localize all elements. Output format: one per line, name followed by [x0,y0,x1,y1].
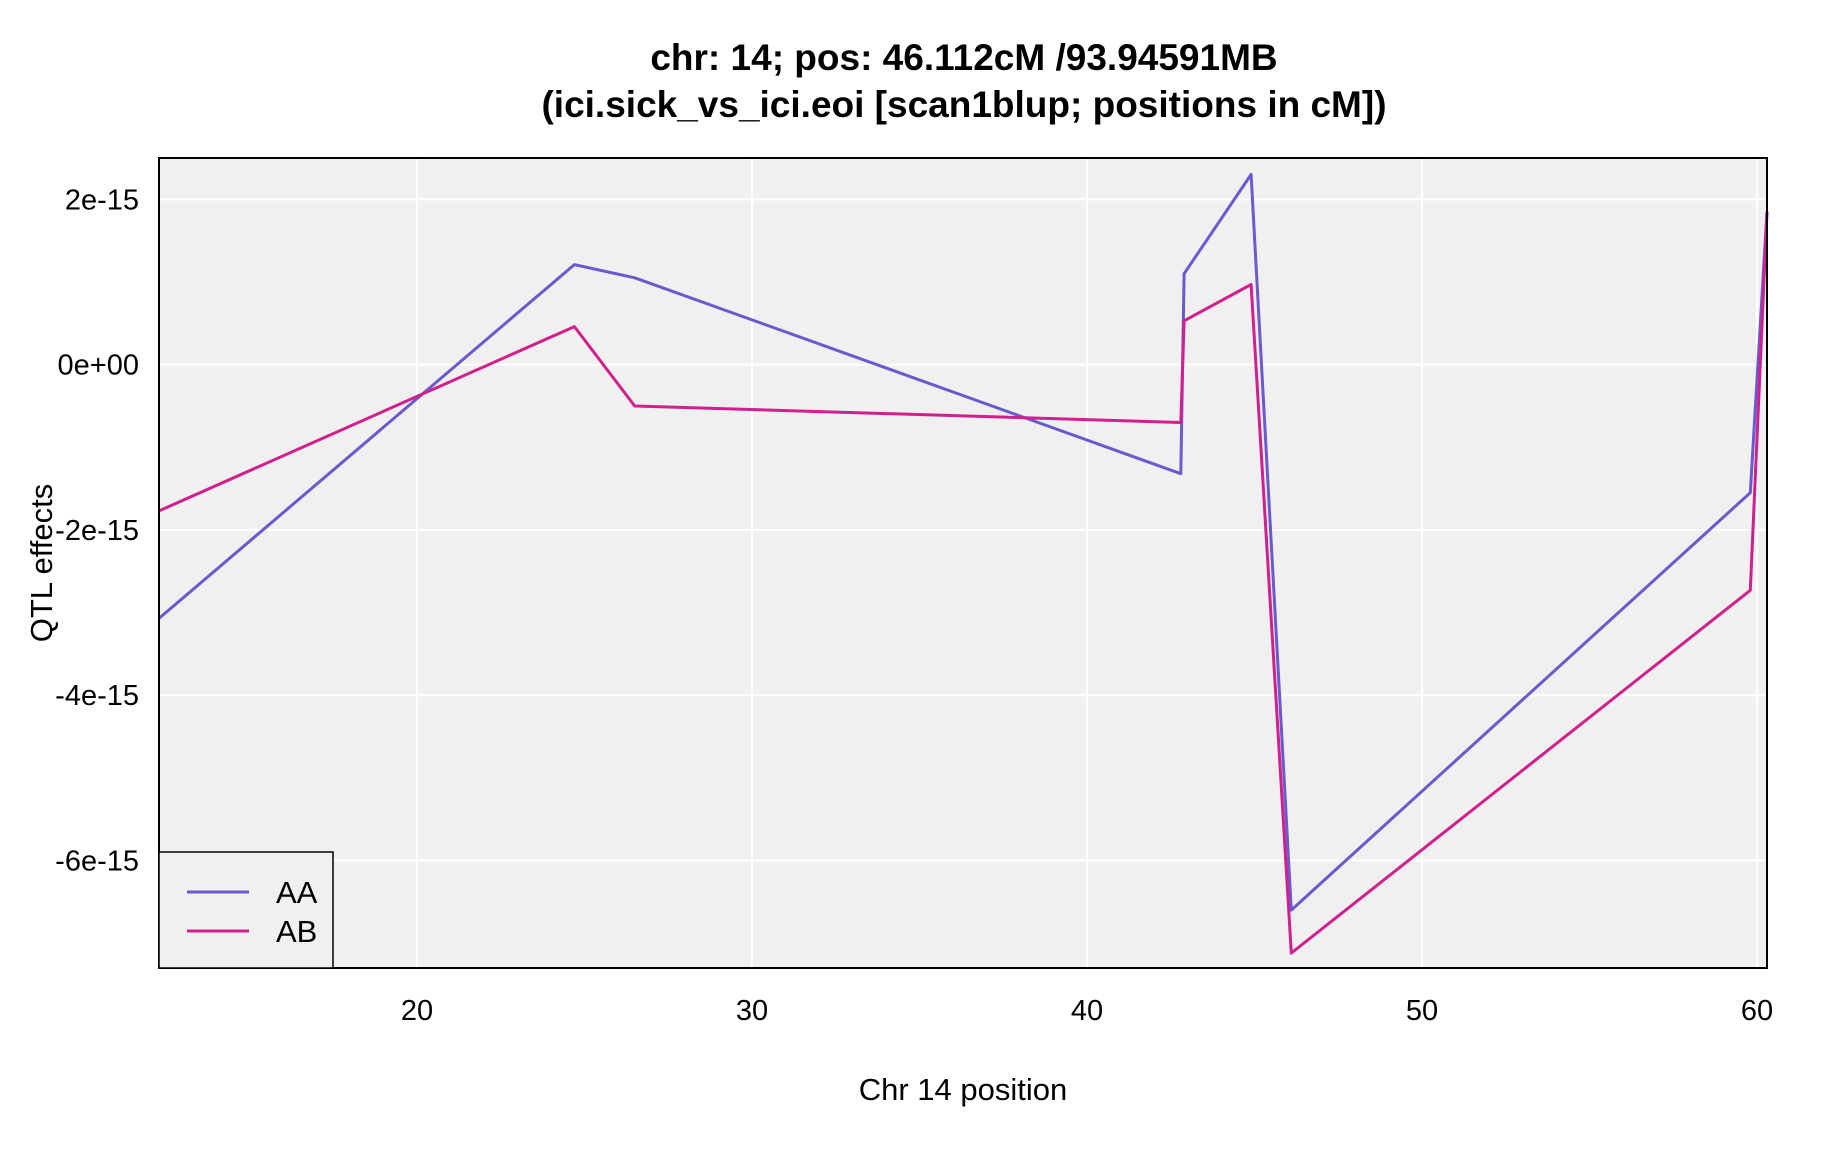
plot-background [159,158,1767,968]
y-tick-label: 2e-15 [65,184,139,216]
chart-title-line1: chr: 14; pos: 46.112cM /93.94591MB [650,37,1277,78]
legend-label-ab: AB [276,914,317,949]
x-tick-label: 50 [1406,995,1438,1027]
series-lines [158,173,1769,955]
y-tick-label: -4e-15 [55,680,139,712]
legend-label-aa: AA [276,875,318,910]
x-axis-label: Chr 14 position [859,1072,1068,1107]
y-tick-label: -6e-15 [55,846,139,878]
x-tick-label: 30 [736,995,768,1027]
grid-lines [159,158,1767,968]
y-axis-label: QTL effects [24,484,59,643]
x-axis-ticks: 20 30 40 50 60 [401,995,1773,1027]
plot-frame [158,157,1768,969]
chart-title-line2: (ici.sick_vs_ici.eoi [scan1blup; positio… [541,84,1386,125]
x-tick-label: 20 [401,995,433,1027]
series-line-aa [158,173,1769,912]
x-tick-label: 60 [1741,995,1773,1027]
x-tick-label: 40 [1071,995,1103,1027]
y-tick-label: 0e+00 [58,350,139,382]
y-axis-ticks: 2e-15 0e+00 -2e-15 -4e-15 -6e-15 [55,184,139,877]
y-tick-label: -2e-15 [55,515,139,547]
legend: AA AB [158,851,334,969]
series-line-ab [158,211,1769,955]
legend-box [158,851,334,969]
